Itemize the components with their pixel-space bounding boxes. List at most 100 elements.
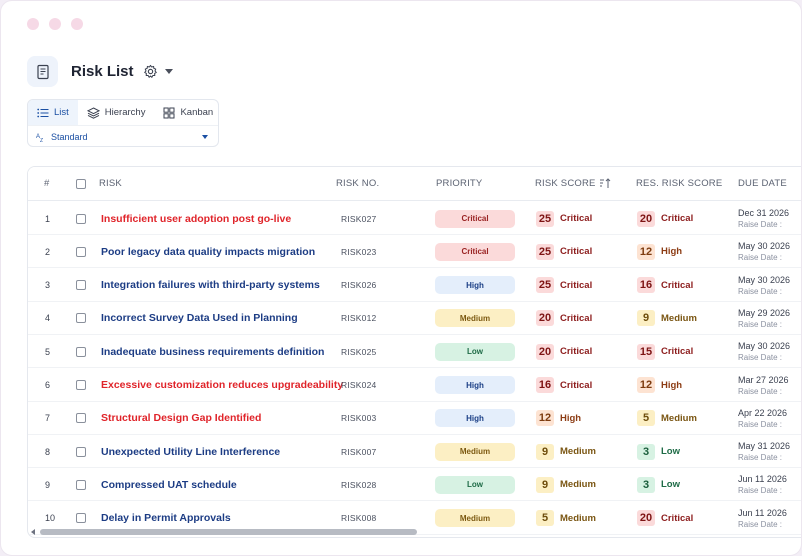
- row-checkbox[interactable]: [76, 468, 86, 501]
- risk-score-level: Critical: [560, 379, 593, 391]
- raise-date-label: Raise Date :: [738, 386, 783, 396]
- res-risk-score-level: Low: [661, 446, 680, 458]
- tab-list[interactable]: List: [28, 100, 78, 125]
- due-date: May 30 2026: [738, 341, 791, 352]
- due-date: Jun 11 2026: [738, 507, 787, 518]
- row-checkbox[interactable]: [76, 202, 86, 235]
- gear-icon[interactable]: [143, 64, 159, 80]
- priority-cell: Critical: [435, 235, 515, 268]
- table-row[interactable]: 7 Structural Design Gap Identified RISK003…: [28, 402, 801, 435]
- kanban-icon: [163, 107, 175, 118]
- risk-score-cell: 20 Critical: [536, 302, 592, 335]
- row-number: 5: [45, 346, 51, 357]
- risk-table: # RISK RISK NO. PRIORITY RISK SCORE RES.…: [27, 166, 801, 538]
- column-header-risk-score[interactable]: RISK SCORE: [535, 178, 596, 189]
- table-row[interactable]: 6 Excessive customization reduces upgrade…: [28, 369, 801, 402]
- risk-title-link[interactable]: Inadequate business requirements definit…: [101, 345, 325, 358]
- priority-badge: Critical: [435, 242, 515, 261]
- raise-date-label: Raise Date :: [738, 519, 783, 529]
- view-tabs: List Hierarchy Kanban: [28, 100, 218, 126]
- scroll-left-arrow-icon[interactable]: [31, 529, 35, 535]
- table-row[interactable]: 9 Compressed UAT schedule RISK028 Low 9 Mediu…: [28, 468, 801, 502]
- column-header-res-risk-score[interactable]: RES. RISK SCORE: [636, 178, 723, 189]
- window-dot[interactable]: [71, 18, 83, 30]
- priority-cell: Medium: [435, 502, 515, 535]
- risk-title-link[interactable]: Poor legacy data quality impacts migrati…: [101, 245, 316, 258]
- risk-title-link[interactable]: Incorrect Survey Data Used in Planning: [101, 312, 298, 325]
- row-checkbox[interactable]: [76, 302, 86, 335]
- due-date: May 30 2026: [738, 274, 791, 285]
- risk-title-link[interactable]: Compressed UAT schedule: [101, 478, 237, 491]
- res-risk-score-value: 20: [637, 510, 655, 527]
- risk-score-value: 25: [536, 210, 554, 227]
- risk-title-link[interactable]: Unexpected Utility Line Interference: [101, 445, 281, 458]
- sort-icon[interactable]: [599, 178, 611, 190]
- tab-hierarchy[interactable]: Hierarchy: [78, 100, 155, 125]
- table-header: # RISK RISK NO. PRIORITY RISK SCORE RES.…: [28, 167, 801, 201]
- horizontal-scrollbar[interactable]: [28, 527, 801, 537]
- caret-down-icon[interactable]: [164, 69, 173, 74]
- row-checkbox[interactable]: [76, 369, 86, 402]
- res-risk-score-level: High: [661, 379, 683, 391]
- row-checkbox[interactable]: [76, 502, 86, 535]
- res-risk-score-cell: 9 Medium: [637, 302, 697, 335]
- column-header-priority[interactable]: PRIORITY: [436, 178, 483, 189]
- risk-title-link[interactable]: Delay in Permit Approvals: [101, 512, 231, 525]
- tab-kanban[interactable]: Kanban: [154, 100, 222, 125]
- table-row[interactable]: 2 Poor legacy data quality impacts migrat…: [28, 235, 801, 269]
- res-risk-score-value: 15: [637, 343, 655, 360]
- column-header-risk[interactable]: RISK: [99, 178, 122, 189]
- raise-date-label: Raise Date :: [738, 453, 783, 463]
- res-risk-score-value: 12: [637, 243, 655, 260]
- priority-cell: High: [435, 402, 515, 435]
- table-row[interactable]: 3 Integration failures with third-party s…: [28, 269, 801, 302]
- risk-number: RISK008: [341, 513, 377, 524]
- table-row[interactable]: 1 Insufficient user adoption post go-live…: [28, 202, 801, 235]
- row-number: 7: [45, 413, 51, 424]
- res-risk-score-level: High: [661, 246, 683, 258]
- risk-title-link[interactable]: Insufficient user adoption post go-live: [101, 212, 292, 225]
- column-header-due-date[interactable]: DUE DATE: [738, 178, 787, 189]
- column-header-risk-no[interactable]: RISK NO.: [336, 178, 380, 189]
- row-checkbox[interactable]: [76, 335, 86, 368]
- res-risk-score-level: Critical: [661, 279, 694, 291]
- priority-badge: Medium: [435, 509, 515, 528]
- priority-cell: High: [435, 369, 515, 402]
- svg-text:Z: Z: [40, 138, 43, 142]
- priority-cell: High: [435, 269, 515, 302]
- due-date-cell: May 30 2026 Raise Date :: [738, 335, 790, 368]
- risk-score-cell: 12 High: [536, 402, 581, 435]
- row-checkbox[interactable]: [76, 402, 86, 435]
- risk-title-link[interactable]: Structural Design Gap Identified: [101, 412, 262, 425]
- row-checkbox[interactable]: [76, 435, 86, 468]
- tab-list-label: List: [54, 107, 69, 118]
- risk-title-link[interactable]: Excessive customization reduces upgradea…: [101, 379, 344, 391]
- risk-number: RISK023: [341, 246, 377, 257]
- risk-number: RISK007: [341, 446, 377, 457]
- column-header-num: #: [44, 178, 50, 189]
- res-risk-score-level: Low: [661, 479, 680, 491]
- window-dot[interactable]: [27, 18, 39, 30]
- table-row[interactable]: 4 Incorrect Survey Data Used in Planning R…: [28, 302, 801, 335]
- res-risk-score-level: Medium: [661, 412, 697, 424]
- res-risk-score-value: 9: [637, 310, 655, 327]
- priority-cell: Medium: [435, 302, 515, 335]
- select-all-checkbox[interactable]: [76, 179, 86, 189]
- risk-score-cell: 25 Critical: [536, 269, 592, 302]
- table-row[interactable]: 8 Unexpected Utility Line Interference RIS…: [28, 435, 801, 469]
- res-risk-score-value: 12: [637, 377, 655, 393]
- risk-title-link[interactable]: Integration failures with third-party sy…: [101, 279, 320, 292]
- view-preset-label: Standard: [51, 131, 88, 142]
- scrollbar-thumb[interactable]: [40, 529, 417, 535]
- risk-score-cell: 16 Critical: [536, 369, 592, 402]
- window-dot[interactable]: [49, 18, 61, 30]
- risk-number: RISK003: [341, 413, 377, 424]
- row-checkbox[interactable]: [76, 235, 86, 268]
- risk-number: RISK027: [341, 213, 377, 224]
- chevron-down-icon: [202, 134, 208, 139]
- priority-badge: Low: [435, 342, 515, 361]
- risk-score-value: 16: [536, 377, 554, 393]
- view-preset-select[interactable]: A Z Standard: [28, 126, 218, 147]
- row-checkbox[interactable]: [76, 269, 86, 302]
- table-row[interactable]: 5 Inadequate business requirements defini…: [28, 335, 801, 369]
